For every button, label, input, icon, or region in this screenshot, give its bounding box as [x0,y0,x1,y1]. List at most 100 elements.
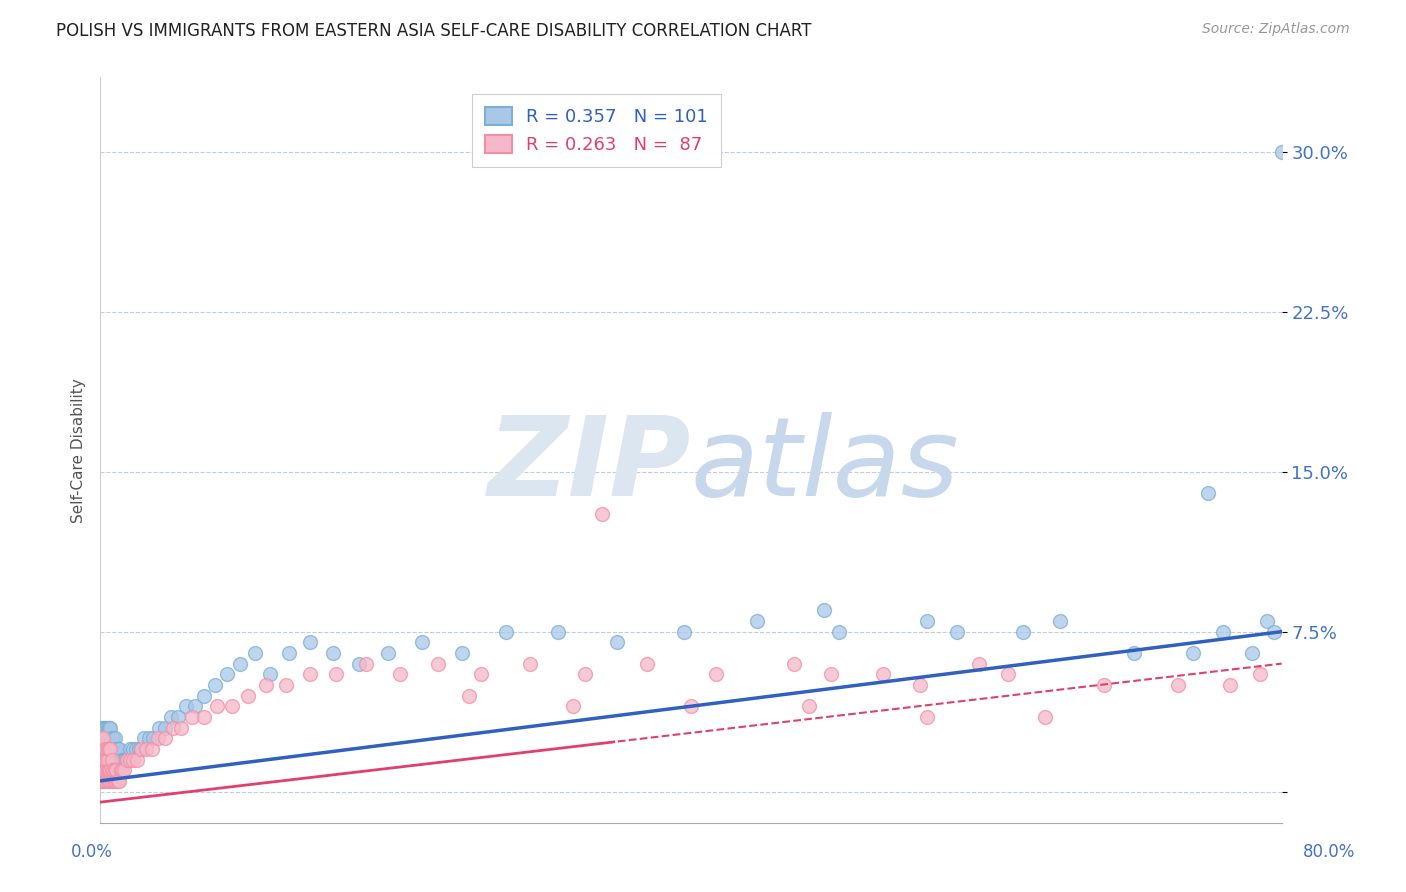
Point [108,742,131,756]
Point [111,752,134,766]
Point [96,721,118,735]
Point [547,624,569,639]
Point [104,763,127,777]
Point [91,773,114,788]
Point [103,763,125,777]
Point [96,742,118,756]
Point [217,667,239,681]
Point [98,752,121,766]
Point [105,763,128,777]
Point [121,752,143,766]
Point [100,773,122,788]
Point [112,763,135,777]
Legend: R = 0.357   N = 101, R = 0.263   N =  87: R = 0.357 N = 101, R = 0.263 N = 87 [472,94,721,167]
Point [94,763,117,777]
Point [1197,486,1219,500]
Point [100,721,122,735]
Point [104,742,127,756]
Point [96,742,118,756]
Point [100,763,122,777]
Point [427,657,450,671]
Point [103,763,125,777]
Point [322,646,344,660]
Point [193,710,215,724]
Point [94,773,117,788]
Point [100,763,122,777]
Point [183,699,205,714]
Point [180,710,202,724]
Point [101,731,124,746]
Point [100,742,122,756]
Point [114,752,136,766]
Point [135,742,157,756]
Point [325,667,347,681]
Point [94,763,117,777]
Point [98,763,121,777]
Point [1249,667,1271,681]
Point [100,742,122,756]
Point [138,731,160,746]
Point [90,752,112,766]
Point [90,763,112,777]
Point [93,742,115,756]
Point [1219,678,1241,692]
Point [1271,145,1294,159]
Point [915,710,938,724]
Point [636,657,658,671]
Point [104,731,127,746]
Point [946,624,969,639]
Point [797,699,820,714]
Point [561,699,583,714]
Point [110,763,132,777]
Point [221,699,243,714]
Point [354,657,377,671]
Point [236,689,259,703]
Point [91,742,114,756]
Point [1263,624,1285,639]
Point [470,667,492,681]
Point [377,646,399,660]
Point [813,603,835,617]
Point [90,731,112,746]
Point [162,721,184,735]
Point [591,508,613,522]
Point [112,752,135,766]
Point [458,689,481,703]
Point [167,710,190,724]
Point [91,731,114,746]
Point [96,752,118,766]
Point [98,742,121,756]
Point [193,689,215,703]
Point [141,742,163,756]
Point [679,699,702,714]
Point [90,731,112,746]
Point [90,773,112,788]
Point [101,773,124,788]
Point [90,763,112,777]
Text: atlas: atlas [690,412,959,519]
Point [94,742,117,756]
Point [100,752,122,766]
Point [146,731,169,746]
Point [105,742,128,756]
Point [98,742,121,756]
Point [94,752,117,766]
Point [820,667,842,681]
Point [872,667,894,681]
Point [229,657,252,671]
Point [121,742,143,756]
Point [704,667,727,681]
Text: Source: ZipAtlas.com: Source: ZipAtlas.com [1202,22,1350,37]
Point [118,742,141,756]
Point [574,667,596,681]
Point [908,678,931,692]
Text: 80.0%: 80.0% [1302,843,1355,861]
Point [967,657,990,671]
Point [103,731,125,746]
Point [174,699,197,714]
Point [90,742,112,756]
Point [110,752,132,766]
Point [153,731,176,746]
Point [107,773,129,788]
Point [93,752,115,766]
